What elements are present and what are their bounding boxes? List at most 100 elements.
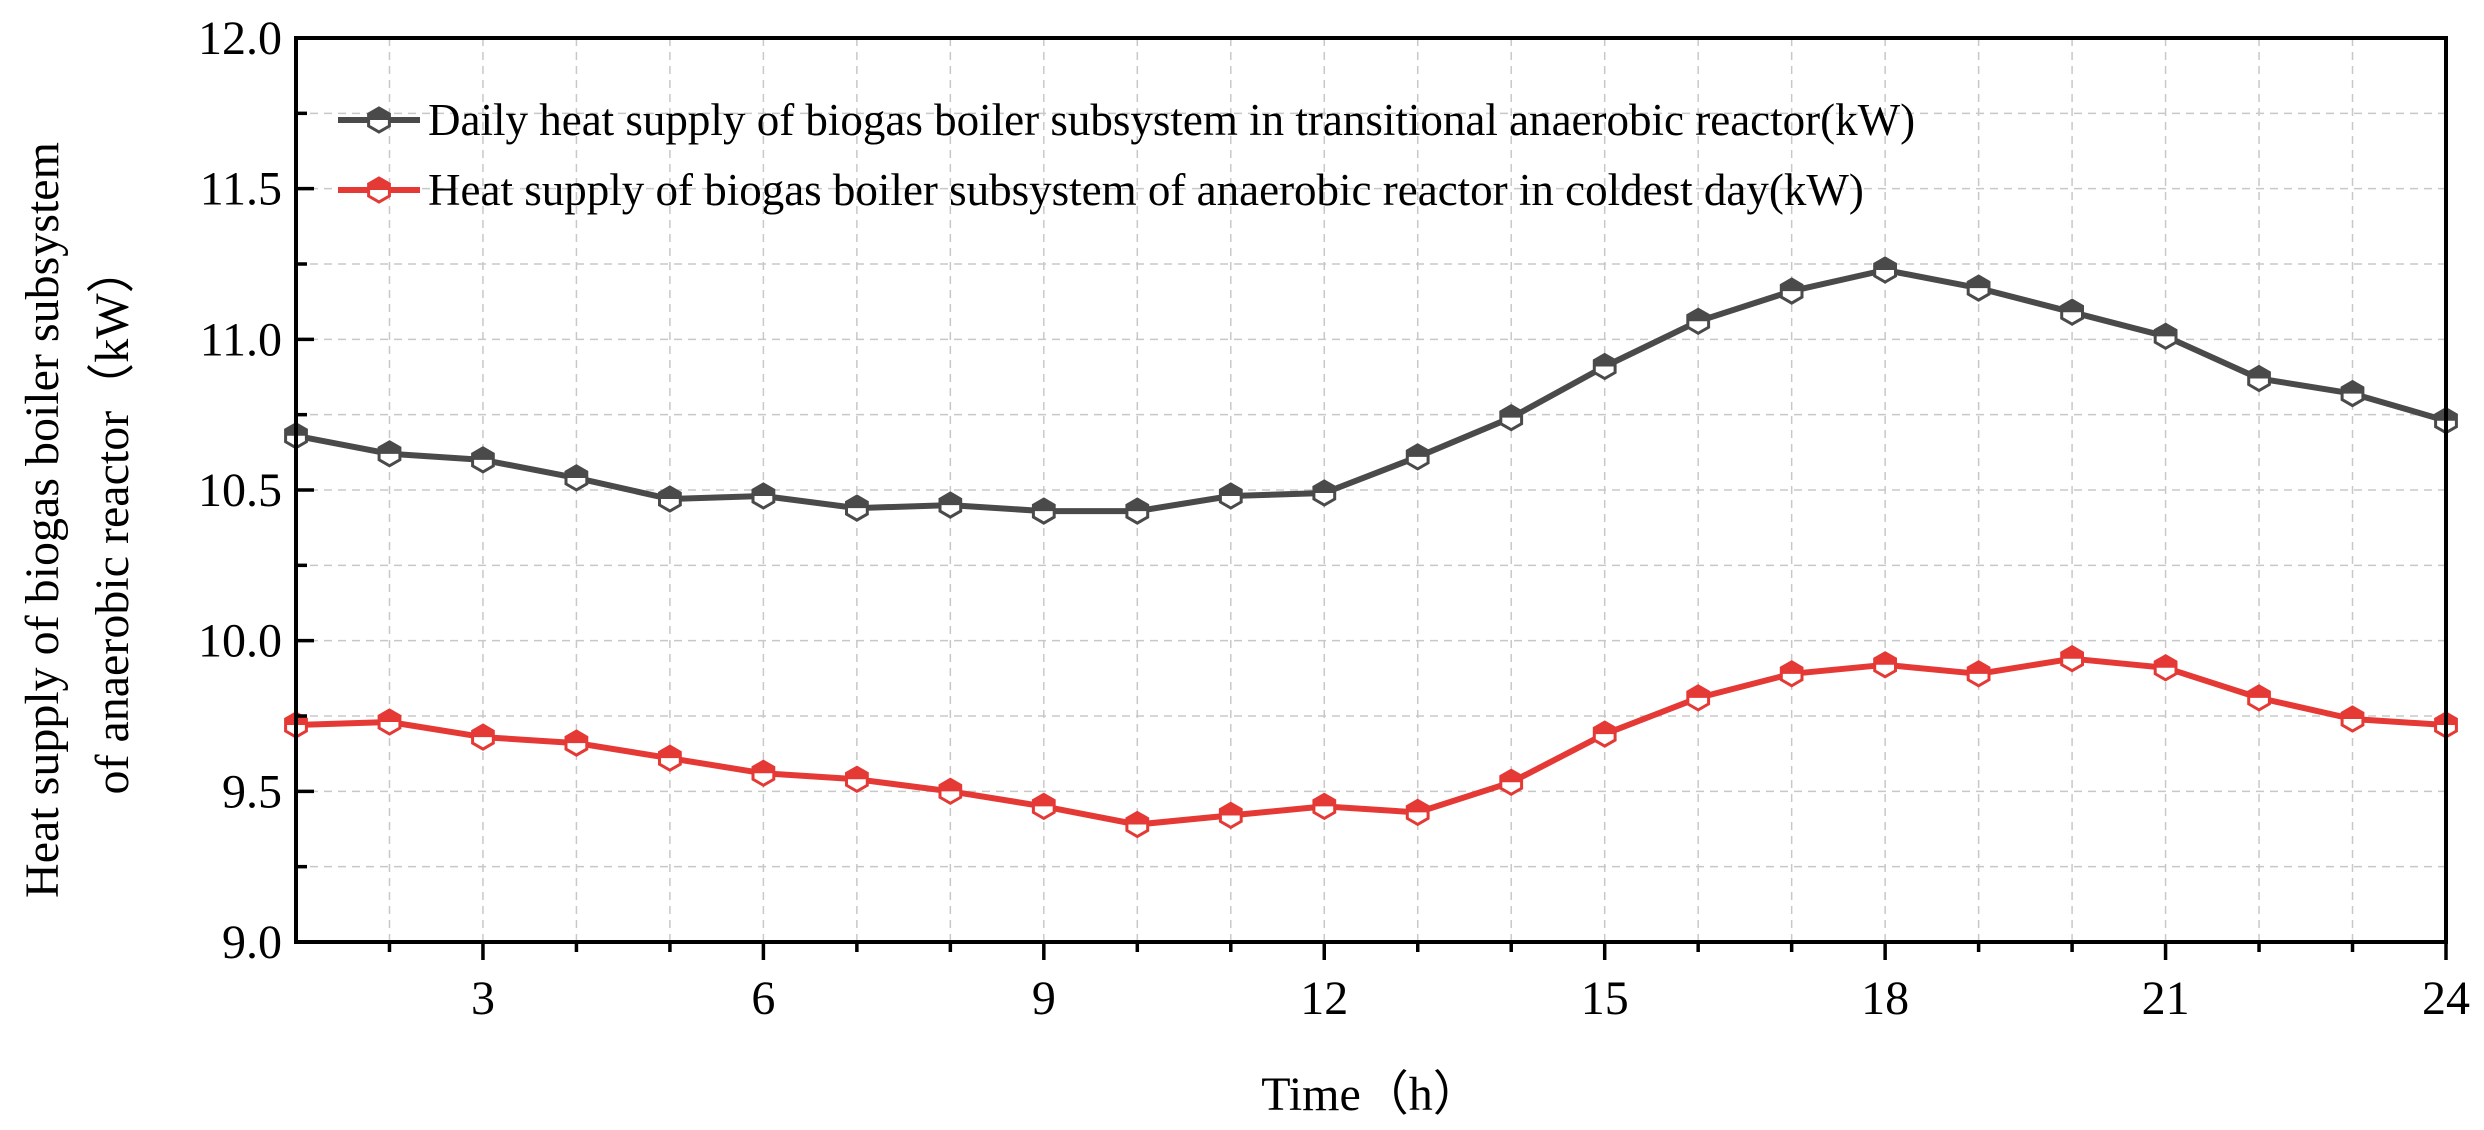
data-point [1873, 256, 1897, 284]
x-tick-label: 3 [471, 972, 495, 1025]
data-point [1686, 307, 1711, 336]
marker-fill [1033, 499, 1055, 512]
data-point [1031, 497, 1056, 525]
marker-fill [752, 761, 774, 774]
marker-fill [566, 465, 587, 478]
y-tick-label: 11.5 [200, 163, 282, 216]
y-tick-label: 12.0 [198, 12, 282, 65]
data-point [1499, 768, 1524, 797]
marker-fill [2342, 707, 2363, 720]
data-point [845, 765, 869, 794]
data-point [2153, 322, 2178, 351]
data-point [1779, 277, 1804, 305]
data-point [2153, 654, 2178, 682]
x-tick-label: 6 [751, 972, 775, 1025]
data-point [471, 446, 495, 474]
legend-item-1: Daily heat supply of biogas boiler subsy… [338, 95, 1915, 145]
x-tick-label: 21 [2142, 972, 2190, 1025]
data-point [377, 708, 402, 736]
marker-fill [1968, 276, 1990, 289]
data-point [2340, 705, 2365, 733]
data-point [471, 723, 495, 751]
marker-fill [1220, 803, 1242, 816]
marker-fill [659, 746, 681, 759]
marker-fill [1781, 661, 1803, 674]
marker-fill [752, 484, 774, 497]
data-point [1218, 801, 1243, 830]
marker-fill [1594, 722, 1616, 735]
marker-fill [2061, 646, 2083, 659]
marker-fill [368, 108, 390, 120]
marker-fill [1968, 661, 1990, 674]
marker-fill [472, 447, 494, 460]
marker-fill [368, 178, 390, 190]
data-point [751, 759, 776, 788]
data-point [1312, 479, 1337, 507]
data-point [1125, 497, 1150, 525]
data-point [1125, 810, 1150, 839]
marker-fill [472, 725, 494, 738]
x-tick-label: 15 [1581, 972, 1629, 1025]
marker-fill [1687, 685, 1709, 698]
marker-fill [1126, 812, 1148, 825]
data-point [564, 464, 589, 492]
x-tick-label: 9 [1032, 972, 1056, 1025]
legend-item-2: Heat supply of biogas boiler subsystem o… [338, 165, 1864, 215]
y-tick-label: 9.0 [222, 916, 282, 969]
marker-fill [939, 779, 961, 792]
marker-fill [659, 487, 681, 500]
marker-fill [1407, 800, 1429, 813]
marker-fill [2061, 300, 2083, 313]
data-point [1779, 660, 1804, 688]
data-point [1405, 798, 1430, 827]
marker-fill [566, 731, 587, 744]
legend-marker [367, 176, 391, 204]
legend: Daily heat supply of biogas boiler subsy… [338, 95, 1915, 215]
marker-fill [379, 441, 400, 454]
x-axis-title: Time（h） [1261, 1068, 1481, 1121]
data-point [1966, 274, 1991, 302]
marker-fill [2155, 655, 2176, 668]
data-point [1592, 720, 1617, 748]
series-2 [284, 644, 2458, 839]
series-line [295, 655, 2447, 828]
marker-fill [1407, 444, 1429, 457]
data-point [751, 482, 776, 510]
y-tick-label: 11.0 [200, 313, 282, 366]
marker-fill [1594, 354, 1616, 367]
data-point [658, 744, 682, 772]
marker-fill [1313, 481, 1335, 494]
legend-label: Heat supply of biogas boiler subsystem o… [428, 165, 1864, 215]
data-point [2247, 364, 2271, 393]
data-point [2340, 379, 2365, 408]
legend-label: Daily heat supply of biogas boiler subsy… [428, 95, 1915, 145]
data-point [938, 491, 963, 519]
marker-fill [1313, 794, 1335, 807]
y-axis-title: Heat supply of biogas boiler subsystem of… [16, 142, 139, 898]
data-point [658, 485, 682, 513]
marker-fill [1126, 499, 1148, 512]
marker-fill [1781, 279, 1803, 292]
y-axis-title-line: Heat supply of biogas boiler subsystem [16, 142, 69, 898]
data-point [1686, 684, 1711, 712]
series-layer [284, 256, 2458, 839]
marker-fill [846, 496, 868, 509]
data-point [845, 494, 869, 522]
data-point [1031, 792, 1056, 821]
x-tick-label: 12 [1300, 972, 1348, 1025]
series-1 [284, 256, 2458, 525]
marker-fill [2155, 324, 2176, 337]
y-tick-label: 9.5 [222, 765, 282, 818]
series-line [295, 267, 2447, 515]
data-point [2060, 644, 2084, 673]
legend-marker [367, 106, 391, 134]
x-tick-label: 24 [2422, 972, 2470, 1025]
marker-fill [2248, 685, 2270, 698]
data-point [938, 777, 963, 806]
data-point [1405, 443, 1430, 471]
data-point [1312, 792, 1337, 821]
data-point [2247, 684, 2271, 712]
data-point [1592, 352, 1617, 381]
y-tick-label: 10.0 [198, 615, 282, 668]
marker-fill [2342, 381, 2363, 394]
